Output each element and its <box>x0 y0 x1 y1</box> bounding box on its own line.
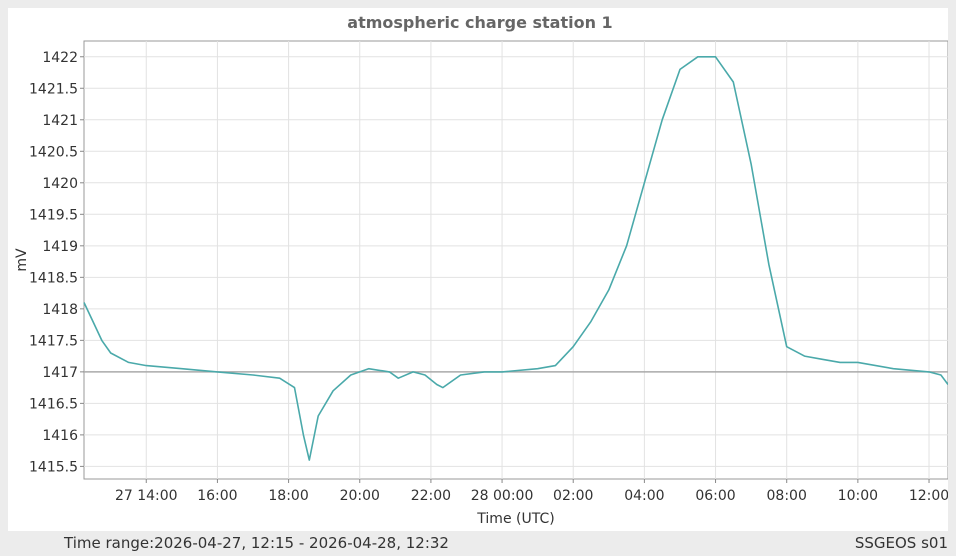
x-tick-label: 27 14:00 <box>115 488 178 504</box>
x-axis-label: Time (UTC) <box>476 511 554 527</box>
x-tick-label: 08:00 <box>767 488 807 504</box>
y-tick-label: 1421 <box>42 113 78 129</box>
x-tick-label: 16:00 <box>197 488 237 504</box>
y-tick-label: 1418.5 <box>29 270 78 286</box>
y-tick-label: 1419.5 <box>29 207 78 223</box>
y-tick-label: 1415.5 <box>29 459 78 475</box>
x-tick-label: 10:00 <box>838 488 878 504</box>
y-tick-label: 1416.5 <box>29 396 78 412</box>
x-tick-label: 28 00:00 <box>471 488 534 504</box>
x-tick-label: 18:00 <box>268 488 308 504</box>
series-line <box>83 55 948 461</box>
chart-panel: atmospheric charge station 1 1415.5 1416 1… <box>8 8 948 531</box>
y-tick-label: 1416 <box>42 428 78 444</box>
chart-svg: atmospheric charge station 1 1415.514161… <box>14 13 948 527</box>
y-tick-label: 1420 <box>42 176 78 192</box>
x-tick-label: 02:00 <box>553 488 593 504</box>
y-tick-label: 1421.5 <box>29 81 78 97</box>
grid <box>84 41 948 479</box>
station-label: SSGEOS s01 <box>854 534 948 552</box>
x-tick-label: 22:00 <box>411 488 451 504</box>
x-tick-label: 04:00 <box>624 488 664 504</box>
x-tick-label: 12:00 <box>909 488 948 504</box>
x-tick-label: 06:00 <box>695 488 735 504</box>
chart-title: atmospheric charge station 1 <box>347 13 612 32</box>
y-tick-label: 1418 <box>42 302 78 318</box>
y-axis-label: mV <box>14 248 30 272</box>
y-tick-label: 1420.5 <box>29 144 78 160</box>
plot-area <box>83 40 948 480</box>
x-axis-ticks: 27 14:00 16:00 18:00 20:00 22:00 28 00:00 02:0… <box>115 479 948 504</box>
x-tick-label: 20:00 <box>340 488 380 504</box>
y-tick-label: 1417.5 <box>29 333 78 349</box>
y-tick-label: 1417 <box>42 365 78 381</box>
time-range-text: Time range:2026-04-27, 12:15 - 2026-04-2… <box>64 534 449 552</box>
series-group <box>83 55 948 461</box>
y-tick-label: 1419 <box>42 239 78 255</box>
y-tick-label: 1422 <box>42 50 78 66</box>
y-axis-ticks: 1415.5 1416 1416.5 1417 1417.5 1418 1418.5 1419… <box>29 50 84 475</box>
